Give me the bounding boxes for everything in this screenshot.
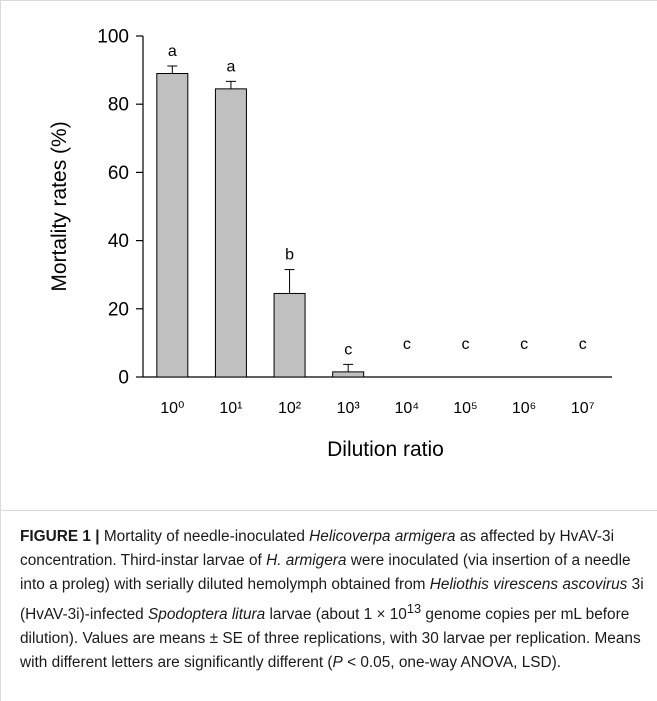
figure-label: FIGURE 1 |	[20, 528, 100, 545]
caption-divider	[0, 510, 657, 511]
figure-caption: FIGURE 1 | Mortality of needle-inoculate…	[20, 525, 645, 675]
significance-letter: c	[344, 341, 352, 358]
caption-exponent: 13	[406, 601, 422, 616]
caption-text: Mortality of needle-inoculated	[99, 528, 310, 545]
caption-text: were inoculated (via insertion of a need…	[20, 552, 631, 593]
x-tick-label: 10⁶	[512, 400, 536, 417]
x-tick-label: 10⁰	[160, 400, 184, 417]
x-tick-label: 10⁴	[394, 400, 419, 417]
x-tick-label: 10⁵	[453, 400, 477, 417]
significance-letter: a	[168, 43, 177, 60]
bar	[156, 73, 189, 378]
significance-letter: a	[226, 58, 235, 75]
caption-text: as affected by HvAV-3i concentration. Th…	[20, 528, 615, 569]
significance-letter: c	[520, 336, 528, 353]
x-tick-label: 10⁷	[571, 400, 595, 417]
x-axis-title: Dilution ratio	[327, 438, 444, 461]
y-tick-label: 80	[108, 95, 129, 116]
bar	[214, 88, 247, 378]
significance-letter: c	[461, 336, 469, 353]
significance-letter: c	[403, 336, 411, 353]
caption-text: genome copies per mL before dilution). V…	[20, 606, 641, 672]
caption-species: H. armigera	[266, 552, 347, 569]
x-tick-label: 10³	[337, 400, 361, 417]
y-tick-label: 60	[108, 163, 129, 184]
x-tick-label: 10¹	[219, 400, 242, 417]
bar-chart: 0 20 40 60 80 100 a 10⁰ a 10¹ b 10² c 10³ c 10⁴ c 10⁵ c 10⁶…	[48, 27, 612, 461]
caption-text: < 0.05, one-way ANOVA, LSD).	[342, 654, 562, 672]
bar	[273, 292, 306, 378]
caption-species: Heliothis virescens ascovirus	[429, 576, 628, 593]
caption-text: 3i (HvAV-3i)-infected	[20, 576, 644, 624]
significance-letter: c	[579, 336, 587, 353]
x-tick-label: 10²	[278, 400, 302, 417]
y-axis-title: Mortality rates (%)	[48, 121, 71, 291]
bar	[332, 371, 365, 378]
caption-text: larvae (about 1 × 10	[265, 606, 407, 624]
y-tick-label: 40	[108, 231, 129, 252]
y-tick-label: 0	[118, 368, 129, 389]
y-tick-label: 20	[108, 299, 129, 320]
caption-species: Helicoverpa armigera	[309, 528, 456, 545]
y-tick-label: 100	[97, 27, 129, 48]
significance-letter: b	[285, 247, 294, 264]
caption-p-variable: P	[332, 654, 343, 672]
caption-species: Spodoptera litura	[148, 606, 266, 624]
